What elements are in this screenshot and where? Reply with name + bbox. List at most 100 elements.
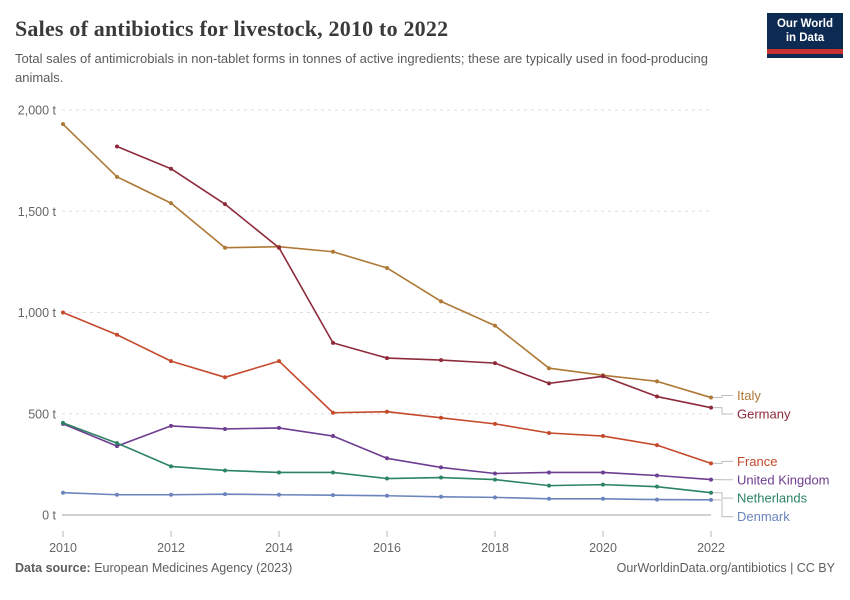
data-point-germany[interactable] <box>277 245 281 250</box>
data-point-germany[interactable] <box>655 394 659 399</box>
data-point-netherlands[interactable] <box>439 475 443 480</box>
data-point-netherlands[interactable] <box>223 468 227 473</box>
data-point-netherlands[interactable] <box>547 483 551 488</box>
data-point-italy[interactable] <box>169 201 173 206</box>
data-point-united-kingdom[interactable] <box>331 434 335 439</box>
owid-logo-line2: in Data <box>785 31 825 44</box>
data-point-denmark[interactable] <box>547 496 551 501</box>
data-point-france[interactable] <box>61 310 65 315</box>
series-line-germany[interactable] <box>116 145 712 409</box>
data-point-italy[interactable] <box>115 174 119 179</box>
legend-label-united-kingdom[interactable]: United Kingdom <box>737 472 830 487</box>
data-point-france[interactable] <box>115 332 119 337</box>
data-point-germany[interactable] <box>547 381 551 386</box>
data-point-germany[interactable] <box>169 166 173 171</box>
chart-footer: Data source: European Medicines Agency (… <box>15 561 835 575</box>
data-point-germany[interactable] <box>493 361 497 366</box>
legend-label-denmark[interactable]: Denmark <box>737 509 790 524</box>
series-line-united-kingdom[interactable] <box>62 423 712 481</box>
legend-connector-italy <box>713 395 733 399</box>
data-point-denmark[interactable] <box>385 493 389 498</box>
data-point-france[interactable] <box>547 430 551 435</box>
series-line-france[interactable] <box>62 311 712 465</box>
data-point-germany[interactable] <box>223 202 227 207</box>
legend-connector-netherlands <box>713 492 733 499</box>
data-point-france[interactable] <box>385 409 389 414</box>
data-point-denmark[interactable] <box>439 494 443 499</box>
data-point-united-kingdom[interactable] <box>385 456 389 461</box>
data-point-denmark[interactable] <box>601 496 605 501</box>
data-point-denmark[interactable] <box>277 492 281 497</box>
data-point-france[interactable] <box>169 359 173 364</box>
data-point-france[interactable] <box>277 359 281 364</box>
legend-connector-denmark <box>713 499 733 518</box>
data-point-denmark[interactable] <box>331 493 335 498</box>
owid-logo[interactable]: Our World in Data <box>767 13 843 58</box>
data-point-italy[interactable] <box>709 395 713 400</box>
legend-label-germany[interactable]: Germany <box>737 406 791 421</box>
data-point-united-kingdom[interactable] <box>115 444 119 449</box>
data-point-netherlands[interactable] <box>331 470 335 475</box>
y-axis-tick-label: 500 t <box>28 407 56 421</box>
data-point-united-kingdom[interactable] <box>601 470 605 475</box>
data-point-denmark[interactable] <box>709 497 713 502</box>
x-axis-tick-label: 2018 <box>481 541 509 555</box>
data-point-denmark[interactable] <box>115 492 119 497</box>
legend-label-netherlands[interactable]: Netherlands <box>737 491 808 506</box>
x-axis-tick-label: 2016 <box>373 541 401 555</box>
data-point-france[interactable] <box>223 375 227 380</box>
data-point-netherlands[interactable] <box>709 490 713 495</box>
data-point-italy[interactable] <box>655 379 659 384</box>
data-point-denmark[interactable] <box>169 492 173 497</box>
data-point-france[interactable] <box>601 434 605 439</box>
data-point-italy[interactable] <box>547 366 551 371</box>
data-point-united-kingdom[interactable] <box>493 471 497 476</box>
data-point-italy[interactable] <box>493 323 497 328</box>
data-point-france[interactable] <box>493 421 497 426</box>
data-point-netherlands[interactable] <box>493 477 497 482</box>
y-axis-tick-label: 0 t <box>42 509 56 523</box>
data-point-italy[interactable] <box>439 299 443 304</box>
data-point-germany[interactable] <box>709 405 713 410</box>
data-point-united-kingdom[interactable] <box>223 426 227 431</box>
data-point-germany[interactable] <box>439 358 443 363</box>
data-point-netherlands[interactable] <box>115 441 119 446</box>
data-point-united-kingdom[interactable] <box>169 423 173 428</box>
data-point-united-kingdom[interactable] <box>547 470 551 475</box>
data-point-united-kingdom[interactable] <box>709 477 713 482</box>
chart-area: 0 t 500 t 1,000 t 1,500 t 2,000 t 2010 2012 201… <box>0 95 850 560</box>
x-axis-tick-label: 2022 <box>697 541 725 555</box>
data-source-label: Data source: <box>15 561 91 575</box>
data-point-united-kingdom[interactable] <box>439 465 443 470</box>
data-point-france[interactable] <box>709 461 713 466</box>
data-source-text: European Medicines Agency (2023) <box>90 561 293 575</box>
legend-label-france[interactable]: France <box>737 454 777 469</box>
data-point-denmark[interactable] <box>61 490 65 495</box>
legend-label-italy[interactable]: Italy <box>737 388 761 403</box>
data-point-netherlands[interactable] <box>277 470 281 475</box>
data-point-france[interactable] <box>331 410 335 415</box>
data-point-netherlands[interactable] <box>385 476 389 481</box>
data-point-netherlands[interactable] <box>601 482 605 487</box>
data-point-netherlands[interactable] <box>61 420 65 425</box>
data-point-netherlands[interactable] <box>169 464 173 469</box>
data-point-denmark[interactable] <box>655 497 659 502</box>
data-point-germany[interactable] <box>115 144 119 149</box>
data-point-italy[interactable] <box>61 122 65 127</box>
data-point-united-kingdom[interactable] <box>277 425 281 430</box>
data-point-denmark[interactable] <box>223 492 227 497</box>
data-point-italy[interactable] <box>331 249 335 254</box>
data-point-italy[interactable] <box>385 265 389 270</box>
data-point-germany[interactable] <box>385 356 389 361</box>
data-point-france[interactable] <box>655 443 659 448</box>
data-point-denmark[interactable] <box>493 495 497 500</box>
data-point-united-kingdom[interactable] <box>655 473 659 478</box>
data-point-france[interactable] <box>439 415 443 420</box>
data-point-germany[interactable] <box>331 340 335 345</box>
license-note[interactable]: OurWorldinData.org/antibiotics | CC BY <box>616 561 835 575</box>
data-point-netherlands[interactable] <box>655 484 659 489</box>
data-point-germany[interactable] <box>601 374 605 379</box>
data-point-italy[interactable] <box>223 245 227 250</box>
legend-connector-germany <box>713 407 733 415</box>
